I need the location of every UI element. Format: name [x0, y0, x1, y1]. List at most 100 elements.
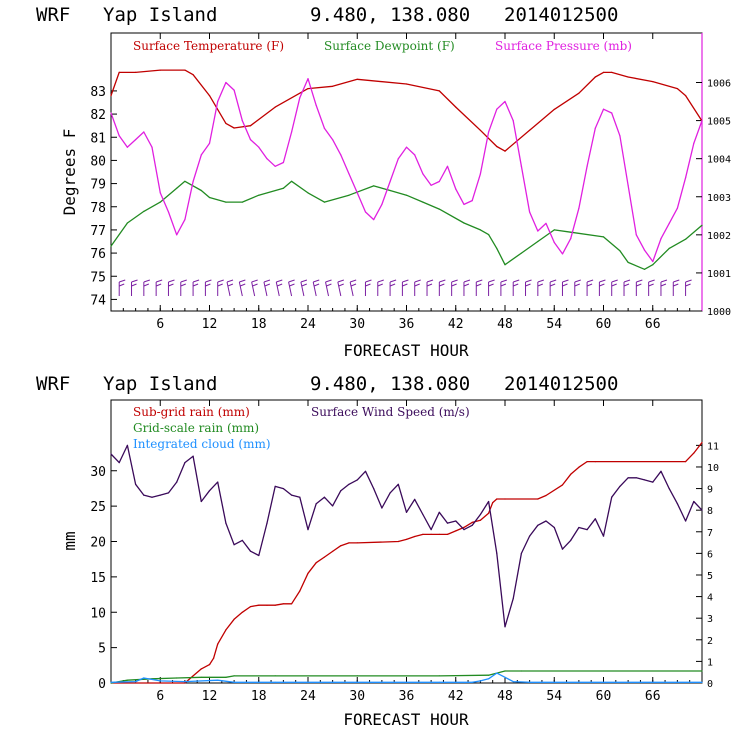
top-y-axis-label: Degrees F [60, 129, 79, 216]
temperature-point [192, 74, 194, 76]
wind-speed-point [373, 488, 375, 490]
bottom-right-tick-label: 10 [707, 463, 719, 474]
legend-subgrid-rain: Sub-grid rain (mm) [133, 405, 250, 419]
wind-barb-flag [337, 279, 344, 283]
subgrid-rain-point [299, 590, 301, 592]
pressure-point [611, 112, 613, 114]
pressure-point [594, 127, 596, 129]
wind-speed-point [200, 500, 202, 503]
pressure-point [208, 142, 211, 144]
pressure-point [570, 238, 572, 240]
wind-barb-flag [377, 279, 384, 283]
wind-speed-point [208, 490, 211, 492]
temperature-point [479, 129, 481, 131]
pressure-point [512, 120, 514, 122]
dewpoint-point [438, 208, 440, 210]
wind-speed-point [430, 529, 432, 531]
wind-speed-point [381, 507, 383, 509]
wind-barb-flag [325, 279, 332, 283]
dewpoint-point [307, 192, 309, 194]
wind-speed-point [488, 500, 490, 503]
temperature-point [274, 106, 276, 108]
subgrid-rain-point [332, 550, 334, 553]
wind-speed-point [332, 505, 334, 507]
top-left-tick-label: 81 [90, 131, 106, 146]
subgrid-rain-point [307, 572, 309, 574]
wind-speed-point [249, 550, 252, 552]
bottom-x-tick-label: 24 [300, 689, 316, 704]
pressure-point [488, 131, 490, 133]
top-left-tick-label: 74 [90, 293, 106, 308]
wind-speed-point [282, 488, 284, 490]
subgrid-rain-point [356, 542, 358, 544]
subgrid-rain-line [111, 442, 703, 684]
pressure-point [217, 100, 219, 103]
dewpoint-point [463, 222, 465, 224]
pressure-line [110, 78, 703, 263]
top-legend: Surface Temperature (F) Surface Dewpoint… [133, 39, 632, 53]
dewpoint-point [422, 201, 424, 203]
dewpoint-point [241, 201, 243, 203]
subgrid-rain-point [488, 512, 490, 514]
subgrid-rain-point [492, 502, 494, 504]
dewpoint-point [619, 250, 621, 252]
dewpoint-point [200, 189, 202, 192]
pressure-point [438, 180, 440, 183]
wind-barb-flag [240, 283, 246, 287]
bottom-right-tick-label: 7 [707, 528, 713, 539]
wind-speed-point [159, 494, 161, 496]
pressure-point [282, 161, 284, 164]
dewpoint-point [282, 187, 284, 189]
bottom-x-tick-label: 30 [349, 689, 365, 704]
temperature-point [159, 69, 161, 71]
wind-barb [660, 279, 668, 296]
wind-barb [648, 279, 655, 296]
bottom-y-axis-label: mm [60, 531, 79, 550]
wind-barb-flag [636, 279, 643, 283]
wind-barb-flag [252, 283, 258, 287]
dewpoint-point [291, 180, 293, 182]
wind-barb-flag [451, 283, 457, 287]
pressure-point [471, 200, 473, 202]
integrated-cloud-point [217, 679, 219, 681]
temperature-point [405, 83, 408, 85]
temperature-point [438, 90, 440, 92]
gridscale-rain-point [701, 670, 703, 672]
dewpoint-point [685, 238, 687, 240]
bottom-x-tick-label: 60 [596, 689, 612, 704]
wind-barb-flag [205, 279, 212, 283]
wind-speed-line [110, 444, 703, 628]
integrated-cloud-point [159, 680, 161, 682]
wind-barb-flag [338, 283, 344, 287]
subgrid-rain-point [438, 533, 440, 536]
wind-barb-flag [301, 283, 307, 287]
subgrid-rain-point [455, 530, 457, 532]
wind-speed-point [520, 552, 523, 555]
wind-barb-flag [349, 279, 357, 283]
top-right-tick-label: 1000 [707, 307, 731, 318]
wind-barb-staff [288, 281, 293, 297]
pressure-point [126, 146, 128, 148]
wind-barb-staff [226, 281, 231, 297]
temperature-line [110, 69, 703, 152]
wind-barb-flag [586, 279, 594, 283]
wind-barb [635, 279, 643, 296]
wind-barb-flag [226, 279, 234, 283]
wind-speed-point [266, 522, 268, 524]
dewpoint-point [208, 196, 211, 199]
wind-barb-flag [143, 279, 150, 283]
subgrid-rain-point [213, 657, 215, 659]
wind-speed-point [602, 535, 605, 537]
wind-barb-flag [623, 283, 630, 287]
wind-barb [611, 279, 618, 296]
pressure-point [627, 184, 629, 186]
pressure-point [233, 89, 235, 91]
wind-speed-point [184, 462, 186, 464]
subgrid-rain-point [208, 664, 211, 666]
pressure-point [356, 192, 358, 194]
wind-barb-staff [238, 281, 243, 297]
wind-barb-flag [180, 279, 187, 283]
wind-barb-flag [402, 279, 409, 283]
bottom-header-coords: 9.480, 138.080 [310, 373, 470, 395]
subgrid-rain-point [701, 441, 703, 444]
